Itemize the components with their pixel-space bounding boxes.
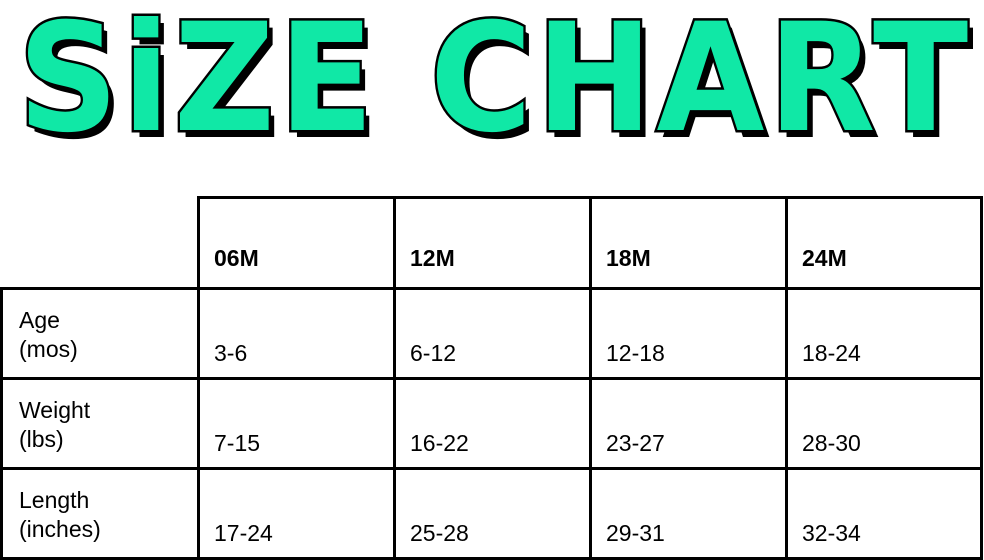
cell-value: 3-6 <box>214 340 248 366</box>
row-label-text: Age (mos) <box>19 307 78 362</box>
cell-value: 23-27 <box>606 430 665 456</box>
table-cell: 25-28 <box>393 467 592 560</box>
table-cell: 28-30 <box>785 377 983 470</box>
table-cell: 23-27 <box>589 377 788 470</box>
cell-value: 29-31 <box>606 520 665 546</box>
table-cell: 7-15 <box>197 377 396 470</box>
cell-value: 18-24 <box>802 340 861 366</box>
column-header: 24M <box>785 196 983 290</box>
table-cell: 16-22 <box>393 377 592 470</box>
size-chart-title: SiZE CHART <box>16 0 972 169</box>
column-header: 12M <box>393 196 592 290</box>
cell-value: 12-18 <box>606 340 665 366</box>
row-label-text: Weight (lbs) <box>19 397 91 452</box>
column-header-label: 24M <box>802 245 847 271</box>
row-label: Weight (lbs) <box>0 377 200 470</box>
row-label-text: Length (inches) <box>19 487 101 542</box>
cell-value: 28-30 <box>802 430 861 456</box>
table-cell: 29-31 <box>589 467 788 560</box>
table-cell: 6-12 <box>393 287 592 380</box>
row-label: Length (inches) <box>0 467 200 560</box>
column-header: 06M <box>197 196 396 290</box>
table-cell: 12-18 <box>589 287 788 380</box>
table-cell: 32-34 <box>785 467 983 560</box>
column-header-label: 12M <box>410 245 455 271</box>
table-cell: 18-24 <box>785 287 983 380</box>
cell-value: 17-24 <box>214 520 273 546</box>
cell-value: 25-28 <box>410 520 469 546</box>
table-cell: 17-24 <box>197 467 396 560</box>
cell-value: 32-34 <box>802 520 861 546</box>
cell-value: 16-22 <box>410 430 469 456</box>
column-header: 18M <box>589 196 788 290</box>
column-header-label: 18M <box>606 245 651 271</box>
column-header-label: 06M <box>214 245 259 271</box>
cell-value: 6-12 <box>410 340 457 366</box>
cell-value: 7-15 <box>214 430 261 456</box>
table-cell: 3-6 <box>197 287 396 380</box>
row-label: Age (mos) <box>0 287 200 380</box>
